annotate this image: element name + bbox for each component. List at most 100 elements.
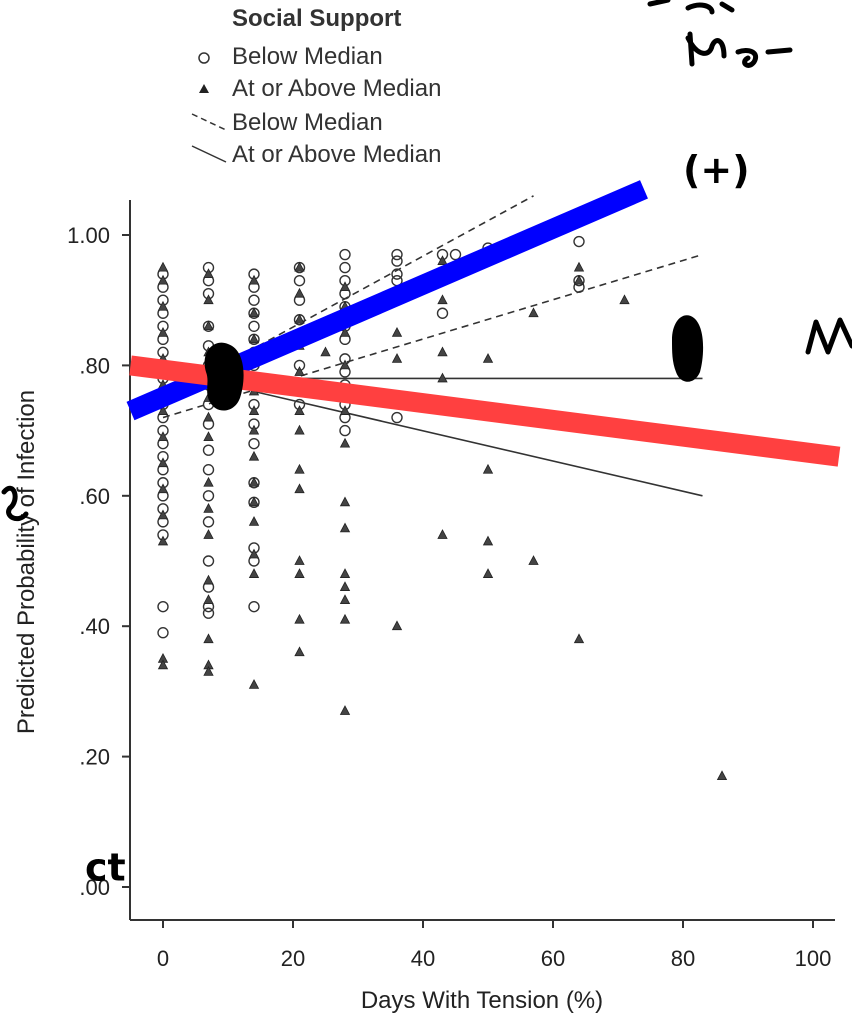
legend-entry-above-median-points: At or Above Median xyxy=(232,75,441,102)
data-point-triangle xyxy=(391,326,403,337)
data-point-circle xyxy=(391,268,403,280)
data-point-triangle xyxy=(391,353,403,363)
data-point-circle xyxy=(436,307,449,319)
data-point-triangle xyxy=(203,633,214,644)
data-point-triangle xyxy=(437,529,448,539)
fit-line-solid xyxy=(253,390,703,497)
data-point-circle xyxy=(449,248,462,261)
data-point-triangle xyxy=(203,320,214,331)
data-point-triangle xyxy=(248,679,260,689)
annotation-ink-text: (+) xyxy=(683,148,750,192)
y-axis-title: Predicted Probability of Infection xyxy=(13,390,40,734)
data-point-triangle xyxy=(339,581,351,591)
data-point-circle xyxy=(391,248,403,261)
data-point-triangle xyxy=(294,555,305,565)
data-point-circle xyxy=(248,320,260,332)
data-point-triangle xyxy=(248,476,260,487)
data-point-triangle xyxy=(573,261,585,272)
annotation-ink-text: ct xyxy=(85,845,126,889)
data-point-triangle xyxy=(339,594,351,605)
data-point-triangle xyxy=(294,261,305,272)
x-tick-label: 20 xyxy=(281,946,305,971)
legend-entry-below-median-line: Below Median xyxy=(232,109,383,136)
data-point-triangle xyxy=(203,268,214,279)
x-axis-ticks: 0 20 40 60 80 100 xyxy=(157,920,831,971)
legend-entry-below-median-points: Below Median xyxy=(232,43,383,70)
x-tick-label: 60 xyxy=(541,946,565,971)
data-point-triangle xyxy=(203,294,214,305)
legend-triangle-marker xyxy=(199,84,209,93)
data-point-triangle xyxy=(619,294,630,305)
data-point-triangle xyxy=(339,613,351,624)
y-tick-label: .00 xyxy=(79,875,110,900)
ink-blob-intersection xyxy=(204,342,244,411)
data-point-circle xyxy=(202,464,215,476)
data-point-triangle xyxy=(339,705,351,715)
data-point-triangle xyxy=(248,516,260,526)
ink-scribble-right xyxy=(805,317,852,355)
data-point-triangle xyxy=(528,555,539,565)
data-point-circle xyxy=(157,627,169,639)
legend-solid-line xyxy=(191,145,227,163)
data-point-circle xyxy=(248,600,260,613)
data-point-triangle xyxy=(294,613,305,624)
legend-circle-marker xyxy=(198,52,210,64)
ink-blob-right xyxy=(672,315,704,382)
data-point-circle xyxy=(339,261,351,274)
data-point-triangle xyxy=(203,574,214,585)
ink-scribble-top-right xyxy=(647,0,793,68)
data-point-triangle xyxy=(203,594,214,605)
data-point-triangle xyxy=(294,424,305,435)
data-point-triangle xyxy=(482,535,494,546)
data-point-triangle xyxy=(248,568,260,578)
fit-line-dashed xyxy=(162,195,534,399)
legend-dashed-line xyxy=(191,113,227,131)
data-point-triangle xyxy=(294,463,305,474)
data-point-triangle xyxy=(482,353,494,363)
data-point-triangle xyxy=(248,548,260,559)
data-point-circle xyxy=(202,516,215,528)
data-point-triangle xyxy=(203,529,214,539)
data-point-triangle xyxy=(157,326,169,337)
data-point-circle xyxy=(202,490,215,502)
data-point-triangle xyxy=(339,437,351,448)
data-point-triangle xyxy=(157,405,169,415)
ink-scribble-left xyxy=(1,485,29,522)
x-axis-title: Days With Tension (%) xyxy=(361,987,603,1014)
data-point-triangle xyxy=(320,346,331,357)
data-point-circle xyxy=(339,248,351,261)
data-point-triangle xyxy=(157,509,169,520)
data-point-triangle xyxy=(339,496,351,507)
data-point-triangle xyxy=(339,405,351,415)
data-point-triangle xyxy=(339,281,351,292)
data-point-triangle xyxy=(294,287,305,298)
data-point-triangle xyxy=(203,476,214,487)
y-tick-label: 1.00 xyxy=(67,223,110,248)
data-point-triangle xyxy=(248,307,260,318)
data-point-triangle xyxy=(339,568,351,578)
data-point-circle xyxy=(391,255,403,267)
y-tick-label: .40 xyxy=(79,614,110,639)
data-point-circle xyxy=(573,235,585,248)
data-point-triangle xyxy=(294,405,305,415)
data-point-triangle xyxy=(437,372,448,383)
data-point-triangle xyxy=(248,333,260,344)
data-point-triangle xyxy=(157,457,169,468)
data-point-triangle xyxy=(573,633,585,644)
annotation-red-line xyxy=(129,355,841,467)
legend-entry-above-median-line: At or Above Median xyxy=(232,141,441,168)
x-tick-label: 0 xyxy=(157,946,169,971)
data-point-triangle xyxy=(573,274,585,285)
data-point-triangle xyxy=(437,255,448,265)
data-point-triangle xyxy=(203,431,214,442)
y-tick-label: .80 xyxy=(79,353,110,378)
data-point-triangle xyxy=(339,359,351,370)
data-point-triangle xyxy=(248,405,260,415)
legend-title: Social Support xyxy=(232,5,401,32)
data-point-triangle xyxy=(157,274,169,285)
data-point-triangle xyxy=(482,463,494,474)
data-point-circle xyxy=(391,411,403,424)
data-point-triangle xyxy=(157,535,169,546)
data-point-circle xyxy=(157,600,169,613)
